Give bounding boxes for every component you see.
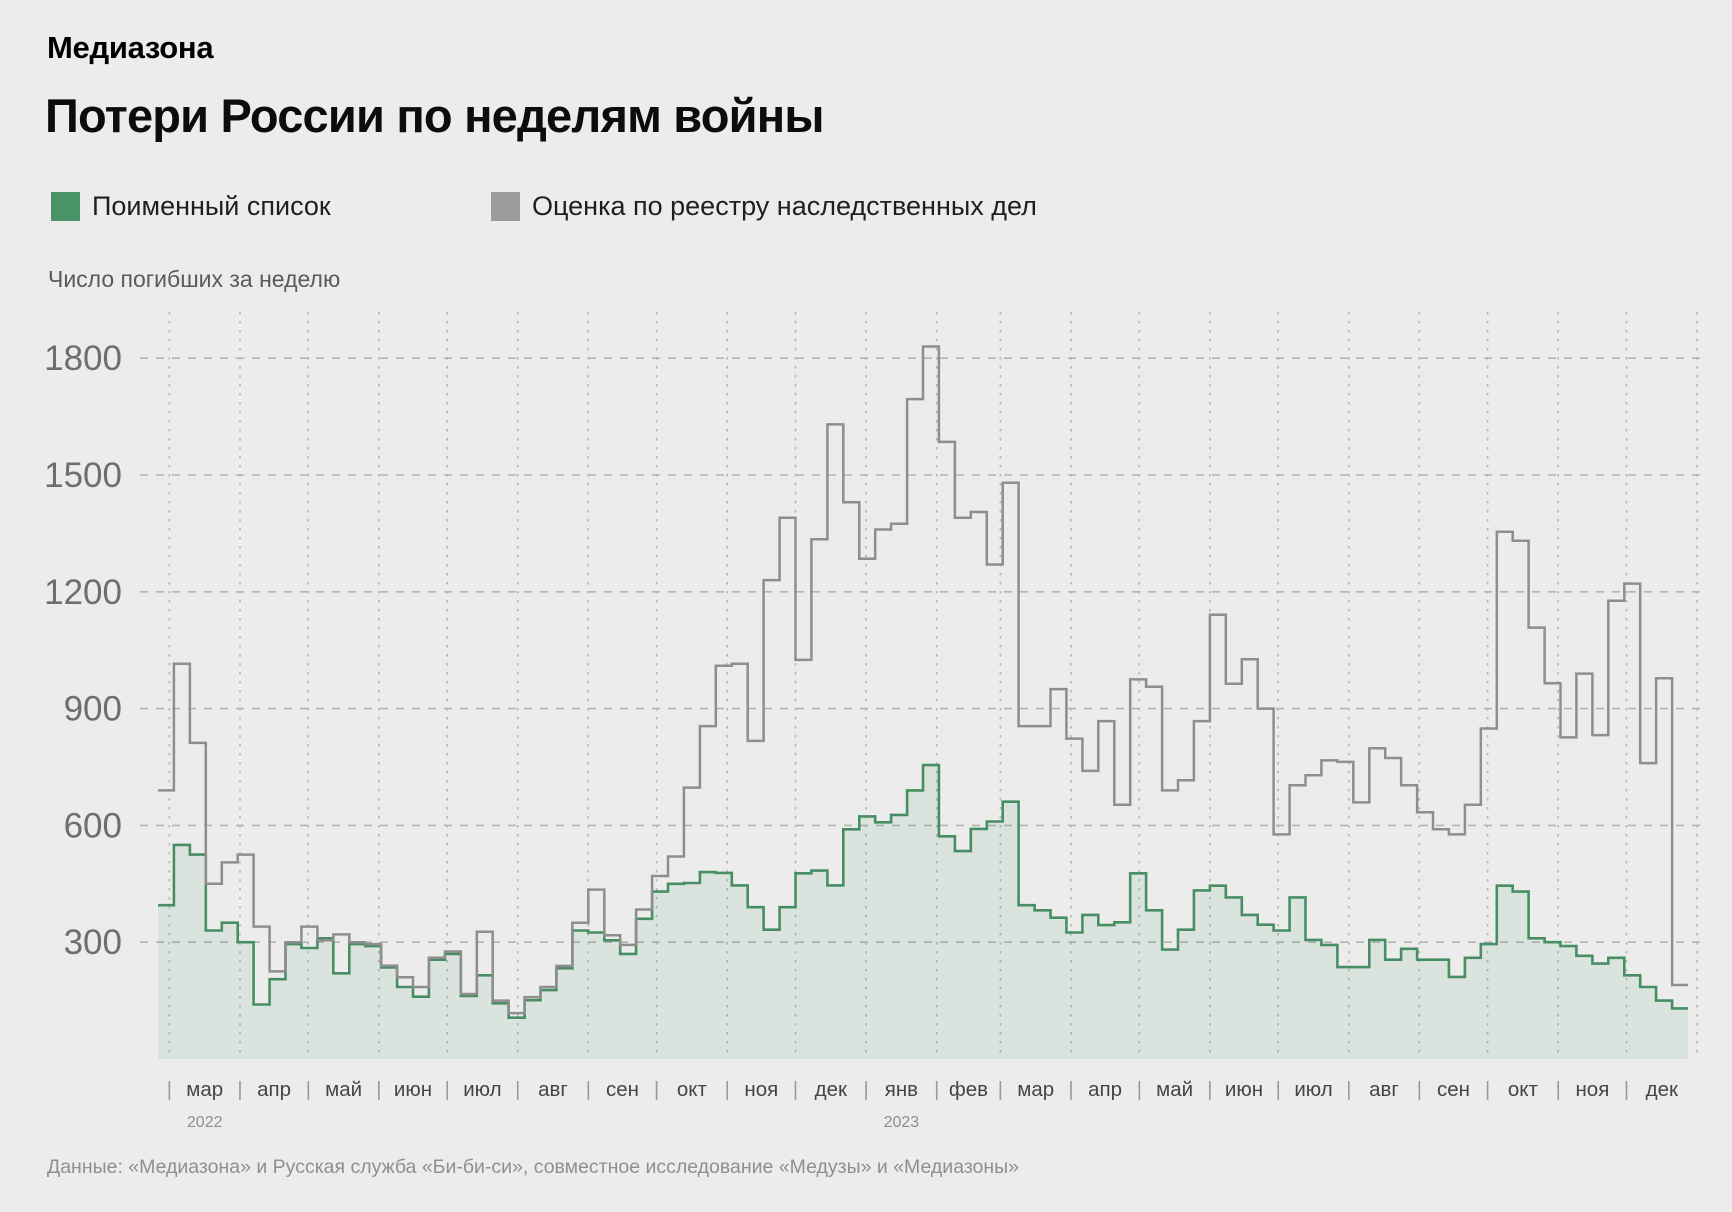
svg-text:|: | (1137, 1079, 1142, 1101)
svg-text:|: | (586, 1079, 591, 1101)
svg-text:|: | (1417, 1079, 1422, 1101)
page-title: Потери России по неделям войны (45, 89, 825, 142)
svg-text:|: | (306, 1079, 311, 1101)
svg-text:|: | (1068, 1079, 1073, 1101)
svg-text:|: | (654, 1079, 659, 1101)
svg-text:1800: 1800 (44, 339, 122, 378)
svg-text:авг: авг (1369, 1078, 1399, 1101)
registry-estimate-swatch (491, 192, 520, 221)
svg-text:мар: мар (186, 1078, 223, 1101)
svg-text:|: | (237, 1079, 242, 1101)
named-list-label: Поименный список (92, 191, 331, 221)
svg-text:|: | (1207, 1079, 1212, 1101)
svg-text:600: 600 (64, 806, 122, 845)
svg-text:сен: сен (1437, 1078, 1470, 1101)
svg-text:май: май (1156, 1078, 1193, 1101)
svg-text:1500: 1500 (44, 456, 122, 495)
svg-text:2023: 2023 (884, 1114, 920, 1131)
svg-text:|: | (1556, 1079, 1561, 1101)
svg-text:|: | (1485, 1079, 1490, 1101)
svg-text:июл: июл (463, 1078, 501, 1101)
svg-text:|: | (445, 1079, 450, 1101)
svg-text:окт: окт (677, 1078, 708, 1101)
svg-text:|: | (793, 1079, 798, 1101)
svg-text:|: | (167, 1079, 172, 1101)
svg-text:|: | (1276, 1079, 1281, 1101)
svg-text:|: | (998, 1079, 1003, 1101)
svg-text:дек: дек (1646, 1078, 1679, 1101)
svg-text:июн: июн (1225, 1078, 1263, 1101)
svg-text:|: | (1624, 1079, 1629, 1101)
svg-text:июл: июл (1294, 1078, 1332, 1101)
svg-text:|: | (1346, 1079, 1351, 1101)
named-list-swatch (51, 192, 80, 221)
svg-text:окт: окт (1508, 1078, 1539, 1101)
svg-text:июн: июн (394, 1078, 432, 1101)
svg-text:|: | (725, 1079, 730, 1101)
svg-text:|: | (863, 1079, 868, 1101)
svg-text:дек: дек (815, 1078, 848, 1101)
svg-text:май: май (325, 1078, 362, 1101)
legend-item-named-list: Поименный список (51, 191, 331, 222)
svg-text:фев: фев (949, 1078, 988, 1101)
svg-text:мар: мар (1017, 1078, 1054, 1101)
legend-item-registry-estimate: Оценка по реестру наследственных дел (491, 191, 1037, 222)
svg-text:1200: 1200 (44, 573, 122, 612)
svg-text:сен: сен (606, 1078, 639, 1101)
y-axis-title: Число погибших за неделю (48, 266, 341, 292)
source-note: Данные: «Медиазона» и Русская служба «Би… (47, 1156, 1020, 1178)
svg-text:2022: 2022 (187, 1114, 223, 1131)
svg-text:апр: апр (257, 1078, 291, 1101)
svg-text:апр: апр (1088, 1078, 1122, 1101)
mediazona-logo: Медиазона (47, 30, 214, 65)
registry-estimate-label: Оценка по реестру наследственных дел (532, 191, 1037, 221)
svg-text:янв: янв (885, 1078, 918, 1101)
svg-text:|: | (934, 1079, 939, 1101)
svg-text:ноя: ноя (1575, 1078, 1609, 1101)
svg-text:900: 900 (64, 690, 122, 729)
svg-text:|: | (376, 1079, 381, 1101)
svg-text:|: | (515, 1079, 520, 1101)
svg-text:ноя: ноя (744, 1078, 778, 1101)
svg-text:300: 300 (64, 923, 122, 962)
svg-text:авг: авг (538, 1078, 568, 1101)
